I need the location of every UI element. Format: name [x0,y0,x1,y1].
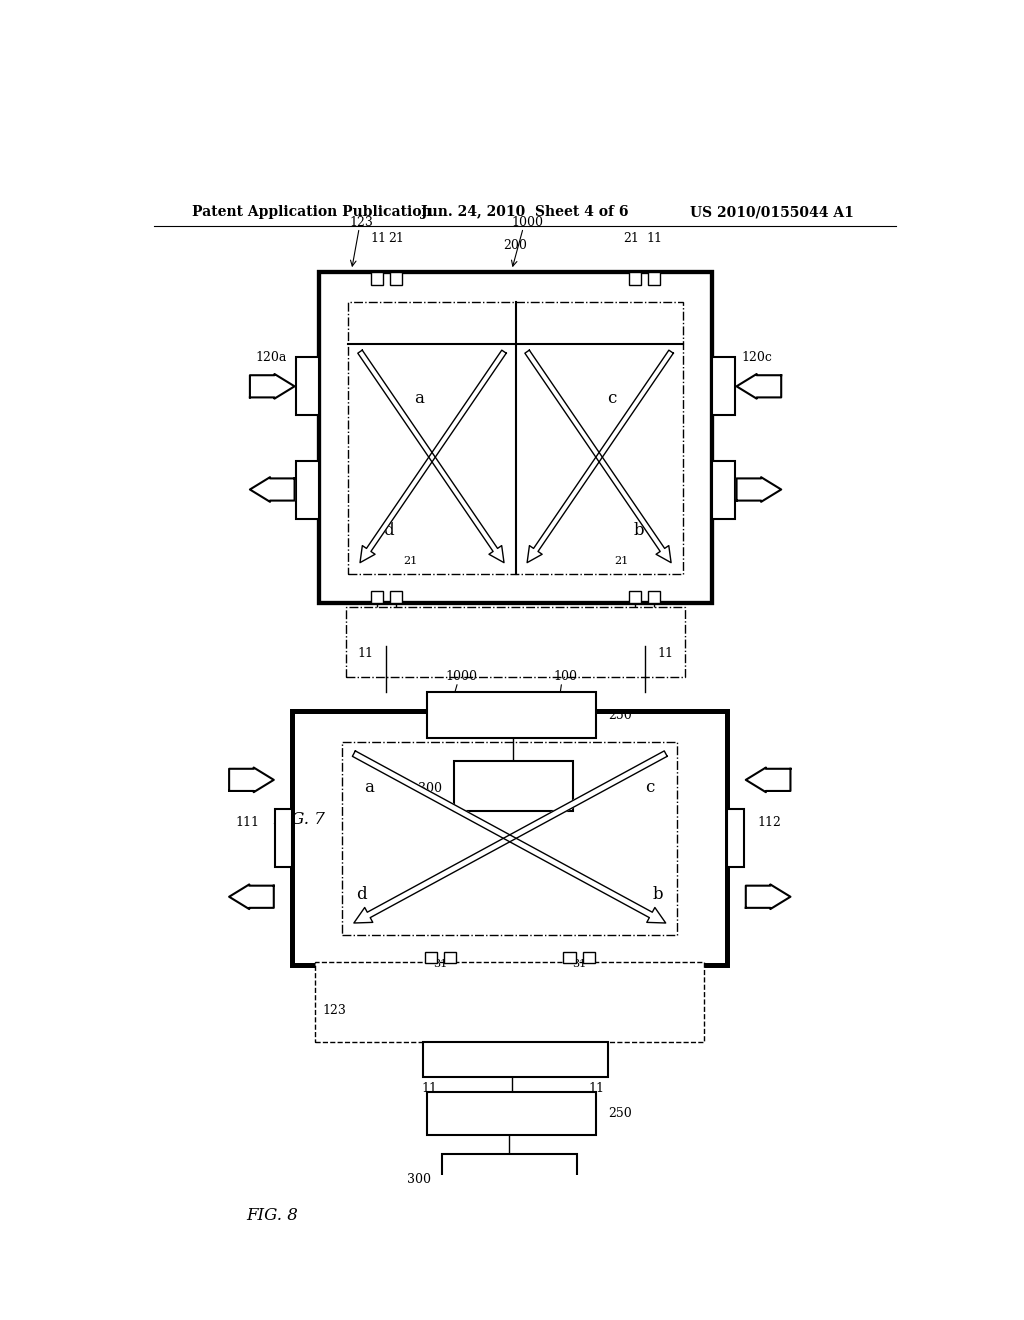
Polygon shape [745,884,791,909]
Bar [275,809,292,867]
Polygon shape [250,478,295,502]
Bar [296,358,319,414]
Text: c: c [607,389,616,407]
Text: 11: 11 [657,647,674,660]
Text: 21: 21 [403,556,417,566]
Bar [371,591,383,603]
Bar [712,461,735,519]
Bar [319,272,712,603]
Polygon shape [229,767,273,792]
Text: 1000: 1000 [511,215,543,228]
Bar [292,711,727,965]
Bar [444,952,457,964]
Polygon shape [250,374,295,399]
Bar [319,272,712,603]
Polygon shape [360,350,506,562]
Bar [296,461,319,519]
Text: 123: 123 [349,215,374,228]
Text: 250: 250 [608,1107,632,1121]
Bar [454,762,573,812]
Bar [648,272,660,285]
Bar [648,591,660,603]
Text: 11: 11 [421,1082,437,1096]
Bar [425,952,437,964]
Text: 11: 11 [646,232,663,246]
Bar [427,692,596,738]
Text: 120a: 120a [256,351,287,363]
Polygon shape [229,884,273,909]
Text: 11: 11 [589,1082,604,1096]
Bar [727,809,744,867]
Polygon shape [736,374,781,399]
Bar [629,591,641,603]
Text: b: b [634,523,644,539]
Text: 250: 250 [608,709,632,722]
Text: 112: 112 [758,816,781,829]
Text: 200: 200 [504,239,527,252]
Bar [371,272,383,285]
Text: Patent Application Publication: Patent Application Publication [193,206,432,219]
Bar [629,272,641,285]
Text: 31: 31 [572,958,587,969]
Text: 111: 111 [236,816,260,829]
Bar [442,1154,578,1204]
Bar [315,961,705,1043]
Text: 21: 21 [388,232,404,246]
Polygon shape [354,751,668,923]
Polygon shape [352,751,666,923]
Text: FIG. 8: FIG. 8 [246,1206,298,1224]
Text: 31: 31 [433,958,447,969]
Text: 120c: 120c [741,351,772,363]
Text: 120b: 120b [740,483,772,496]
Bar [563,952,575,964]
Text: d: d [356,886,367,903]
Bar [390,272,402,285]
Text: 21: 21 [624,232,639,246]
Text: d: d [383,523,394,539]
Polygon shape [745,767,791,792]
Text: 120d: 120d [255,483,288,496]
Bar [427,1093,596,1135]
Text: a: a [365,779,374,796]
Text: 300: 300 [419,781,442,795]
Text: 11: 11 [357,647,374,660]
Bar [423,1043,608,1077]
Text: 11: 11 [371,232,386,246]
Polygon shape [736,478,781,502]
Bar [292,711,727,965]
Bar [583,952,595,964]
Bar [390,591,402,603]
Text: US 2010/0155044 A1: US 2010/0155044 A1 [690,206,854,219]
Text: 123: 123 [323,1003,346,1016]
Text: c: c [645,779,655,796]
Text: 100: 100 [554,671,578,684]
Bar [342,742,677,935]
Text: 21: 21 [614,556,628,566]
Text: b: b [652,886,664,903]
Polygon shape [525,350,671,562]
Text: FIG. 7: FIG. 7 [273,810,325,828]
Polygon shape [357,350,504,562]
Bar [346,607,685,677]
Polygon shape [527,350,674,562]
Bar [712,358,735,414]
Text: a: a [415,389,424,407]
Text: Jun. 24, 2010  Sheet 4 of 6: Jun. 24, 2010 Sheet 4 of 6 [421,206,629,219]
Text: 1000: 1000 [445,671,477,684]
Text: 300: 300 [407,1172,431,1185]
Bar [348,302,683,574]
